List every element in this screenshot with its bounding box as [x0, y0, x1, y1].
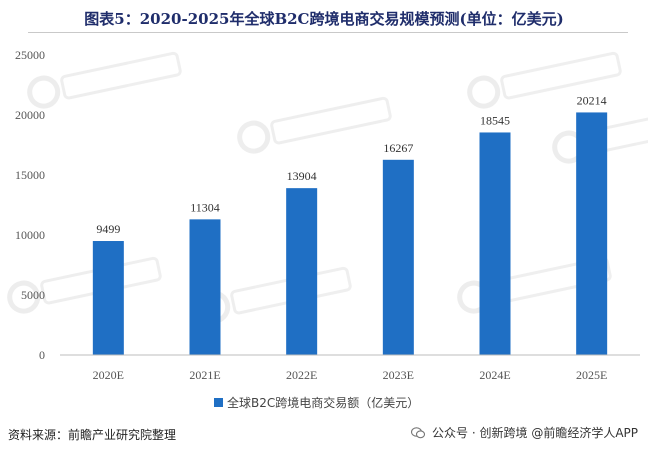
- x-tick-label-2020E: 2020E: [93, 368, 124, 382]
- brand-watermark-2: [467, 51, 622, 109]
- y-tick-label-1: 5000: [21, 288, 45, 302]
- title-divider: [28, 32, 628, 33]
- y-tick-label-3: 15000: [15, 168, 45, 182]
- bar-2023E: [382, 159, 414, 355]
- source-note: 资料来源：前瞻产业研究院整理: [8, 428, 177, 442]
- author-name: @前瞻经济学人APP: [531, 426, 638, 440]
- bar-2021E: [189, 219, 221, 355]
- chart-title: 图表5：2020-2025年全球B2C跨境电商交易规模预测(单位：亿美元): [84, 10, 564, 28]
- x-tick-label-2025E: 2025E: [576, 368, 607, 382]
- x-tick-label-2023E: 2023E: [383, 368, 414, 382]
- y-tick-label-4: 20000: [15, 108, 45, 122]
- bar-chart: 0 5000 10000 15000 20000 25000 9499 11304 13904…: [7, 48, 648, 410]
- y-tick-label-0: 0: [39, 348, 45, 362]
- y-tick-label-2: 10000: [15, 228, 45, 242]
- brand-watermark-1: [237, 96, 392, 154]
- x-tick-label-2021E: 2021E: [189, 368, 220, 382]
- bar-2024E: [479, 132, 511, 355]
- legend-label: 全球B2C跨境电商交易额（亿美元）: [227, 395, 419, 410]
- brand-watermark-0: [27, 51, 182, 109]
- bar-2025E: [576, 112, 608, 355]
- bar-2022E: [286, 188, 318, 355]
- data-label-2023E: 16267: [383, 141, 413, 155]
- data-label-2020E: 9499: [96, 222, 120, 236]
- account-watermark: 公众号 · 创新跨境 @前瞻经济学人APP: [411, 424, 638, 441]
- data-label-2024E: 18545: [480, 113, 510, 127]
- account-name: 公众号 · 创新跨境: [432, 426, 528, 440]
- bar-2020E: [92, 241, 124, 355]
- data-label-2022E: 13904: [287, 169, 317, 183]
- data-label-2021E: 11304: [190, 200, 220, 214]
- brand-watermark-3: [7, 256, 162, 314]
- wechat-icon: [411, 427, 426, 439]
- x-tick-label-2024E: 2024E: [479, 368, 510, 382]
- y-tick-label-5: 25000: [15, 48, 45, 62]
- legend-swatch: [214, 398, 223, 407]
- x-tick-label-2022E: 2022E: [286, 368, 317, 382]
- data-label-2025E: 20214: [577, 93, 607, 107]
